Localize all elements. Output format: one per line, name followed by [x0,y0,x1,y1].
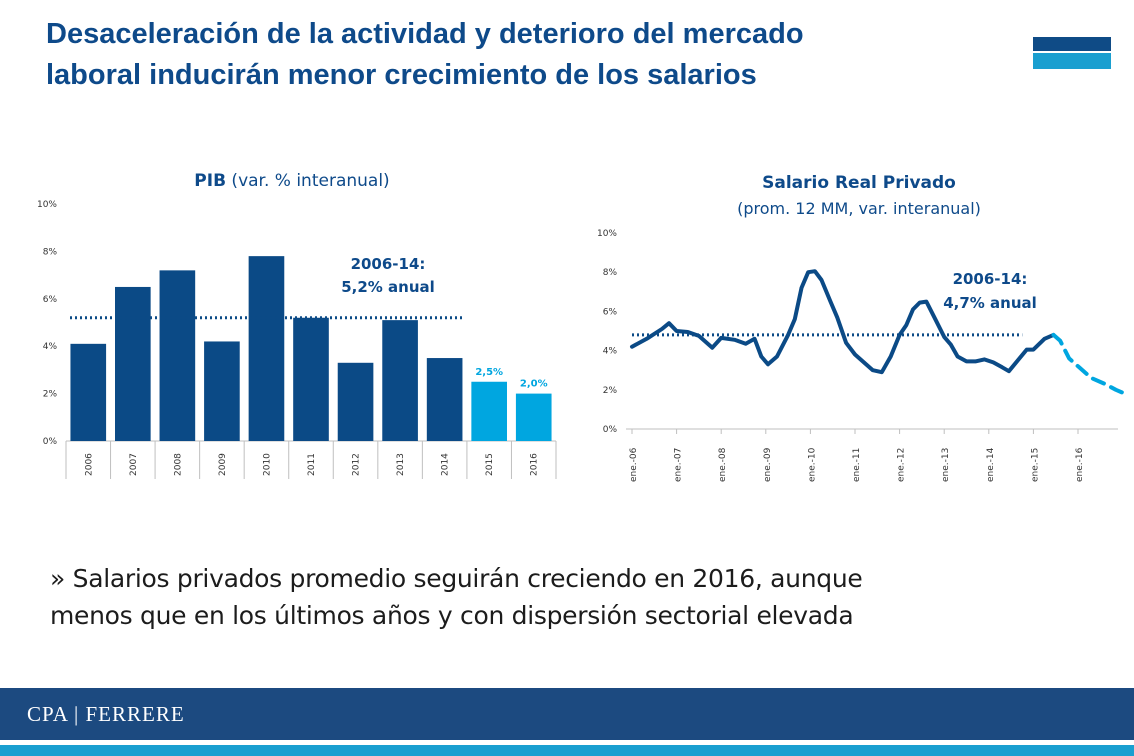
line-series-projected [1051,332,1125,395]
bar-x-tick-label: 2008 [173,453,183,476]
bar-x-tick-label: 2013 [396,453,406,476]
bar-2012 [337,362,374,441]
bar-x-tick-label: 2014 [441,453,451,476]
line-x-tick-label: ene.-16 [1075,447,1085,482]
line-x-tick-label: ene.-07 [674,448,684,482]
line-x-tick-label: ene.-12 [897,448,907,482]
bar-x-tick-label: 2010 [262,453,272,476]
bar-y-tick-label: 8% [43,247,58,257]
bar-2009 [204,341,240,441]
salario-line-chart: Salario Real Privado (prom. 12 MM, var. … [597,173,1125,482]
bar-x-tick-label: 2009 [218,453,228,476]
bullet-text: » Salarios privados promedio seguirán cr… [50,560,950,634]
pib-bar-chart: PIB (var. % interanual) 0% 2% 4% 6% 8% 10% 200… [37,171,557,479]
title-line-1: Desaceleración de la actividad y deterio… [46,18,804,50]
brand-logo-text: CPA | FERRERE [27,702,185,726]
line-y-tick-label: 10% [597,229,617,239]
line-y-tick-label: 4% [603,347,618,357]
bar-2007 [115,286,151,441]
badge-top-bar [1033,37,1111,51]
bar-x-tick-label: 2011 [307,453,317,476]
line-x-tick-label: ene.-08 [718,447,728,482]
bar-y-tick-label: 4% [43,342,58,352]
bar-chart-title-bold: PIB [194,171,226,191]
bar-y-tick-label: 0% [43,437,58,447]
bar-annotation-line-1: 2006-14: [351,255,426,273]
bar-2014 [426,358,463,441]
line-annotation-line-2: 4,7% anual [943,294,1037,312]
line-x-tick-label: ene.-09 [763,447,773,482]
bar-x-tick-label: 2016 [530,453,540,476]
line-y-tick-label: 2% [603,386,618,396]
bar-2010 [248,256,285,441]
bar-chart-title: PIB (var. % interanual) [194,171,389,191]
bar-2016 [515,393,552,441]
bullet-line-2: menos que en los últimos años y con disp… [50,601,854,630]
slide-title: Desaceleración de la actividad y deterio… [46,14,946,96]
line-y-tick-label: 8% [603,268,618,278]
bar-x-tick-label: 2006 [84,453,94,476]
bar-y-tick-label: 2% [43,390,58,400]
bar-y-tick-label: 6% [43,295,58,305]
bar-2013 [382,320,418,441]
bar-2011 [293,317,329,441]
line-x-tick-label: ene.-10 [807,447,817,482]
bar-2008 [159,270,196,441]
line-x-tick-label: ene.-15 [1030,448,1040,482]
line-y-tick-label: 6% [603,307,618,317]
line-annotation-line-1: 2006-14: [953,270,1028,288]
bar-data-label: 2,0% [520,379,548,390]
line-x-tick-label: ene.-11 [852,448,862,482]
bar-x-tick-label: 2012 [352,453,362,476]
bar-x-tick-label: 2015 [485,453,495,476]
line-series-actual [630,269,1056,375]
line-chart-title-line-2: (prom. 12 MM, var. interanual) [737,199,981,218]
bar-x-tick-label: 2007 [129,453,139,476]
bar-2006 [70,343,107,441]
line-x-tick-label: ene.-13 [941,448,951,482]
bar-annotation-line-2: 5,2% anual [341,278,435,296]
bar-y-tick-label: 10% [37,200,57,210]
line-x-tick-label: ene.-06 [629,447,639,482]
badge-bottom-bar [1033,53,1111,69]
title-line-2: laboral inducirán menor crecimiento de l… [46,59,757,91]
footer-stripe [0,745,1134,756]
bar-data-label: 2,5% [475,367,503,378]
footer-bar [0,688,1134,740]
line-y-tick-label: 0% [603,425,618,435]
bar-2015 [471,381,507,441]
bullet-line-1: » Salarios privados promedio seguirán cr… [50,564,863,593]
line-chart-title-line-1: Salario Real Privado [762,173,956,193]
line-x-tick-label: ene.-14 [986,447,996,482]
bar-chart-title-rest: (var. % interanual) [226,171,390,191]
